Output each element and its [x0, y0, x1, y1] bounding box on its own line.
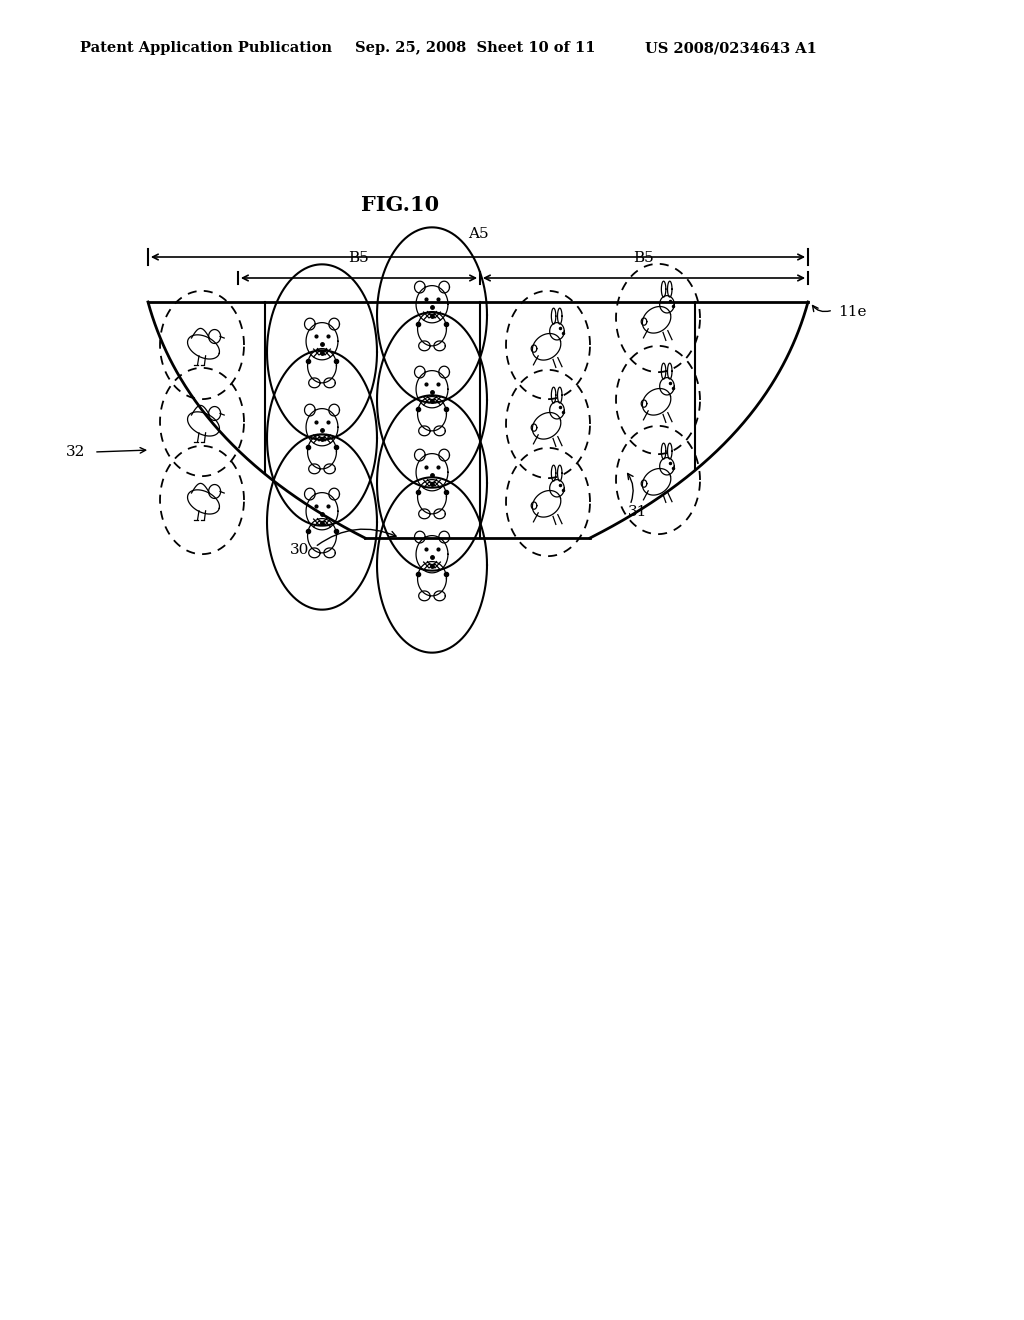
Text: A5: A5 — [468, 227, 488, 242]
Text: B5: B5 — [634, 251, 654, 265]
Text: Patent Application Publication: Patent Application Publication — [80, 41, 332, 55]
Text: Sep. 25, 2008  Sheet 10 of 11: Sep. 25, 2008 Sheet 10 of 11 — [355, 41, 596, 55]
Text: 30: 30 — [290, 543, 309, 557]
Text: FIG.10: FIG.10 — [360, 195, 439, 215]
Text: 32: 32 — [66, 445, 85, 459]
Text: B5: B5 — [348, 251, 370, 265]
Text: 11e: 11e — [838, 305, 866, 319]
Text: 31: 31 — [628, 506, 647, 519]
Text: US 2008/0234643 A1: US 2008/0234643 A1 — [645, 41, 817, 55]
